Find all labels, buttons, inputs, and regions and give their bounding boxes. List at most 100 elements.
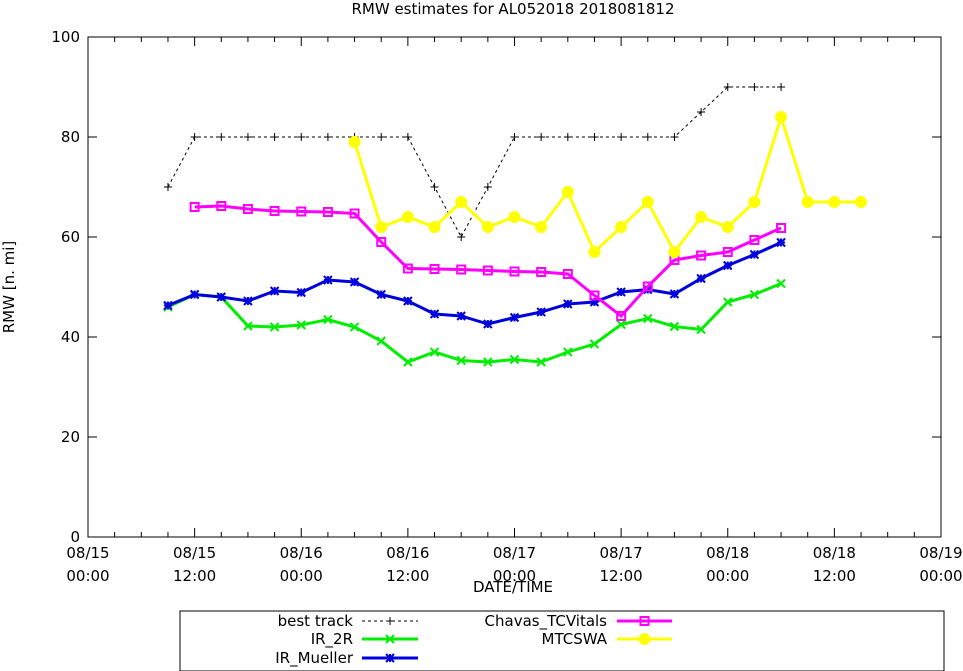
- data-point-ir-mueller: [589, 297, 600, 307]
- series-ir-2r: [163, 278, 786, 367]
- y-tick-label: 100: [51, 28, 80, 46]
- data-point-best-track: [297, 133, 306, 141]
- data-point-ir-2r: [323, 314, 333, 325]
- data-point-mtcswa: [748, 196, 761, 208]
- data-point-ir-mueller: [483, 319, 493, 329]
- legend-box: [179, 610, 945, 671]
- data-point-mtcswa: [401, 211, 414, 223]
- data-point-ir-mueller: [749, 249, 760, 260]
- legend-marker-ir-2r: [385, 634, 395, 644]
- x-tick-label: 08/16: [386, 544, 429, 562]
- y-axis-label: RMW [n. mi]: [0, 241, 18, 334]
- data-point-chavas-tcvitals: [482, 265, 493, 276]
- data-point-ir-2r: [616, 319, 626, 330]
- data-point-ir-2r: [403, 357, 413, 367]
- data-point-mtcswa: [535, 221, 548, 233]
- x-tick-label: 00:00: [493, 567, 536, 585]
- data-point-best-track: [270, 133, 279, 141]
- data-point-best-track: [537, 133, 546, 141]
- x-tick-label: 00:00: [919, 567, 962, 585]
- x-tick-label: 08/15: [173, 544, 216, 562]
- data-point-chavas-tcvitals: [296, 206, 307, 217]
- data-point-mtcswa: [428, 221, 441, 233]
- data-point-chavas-tcvitals: [189, 202, 200, 212]
- data-point-mtcswa: [855, 196, 868, 208]
- data-point-mtcswa: [348, 136, 361, 148]
- data-point-ir-2r: [669, 321, 680, 332]
- data-point-chavas-tcvitals: [349, 208, 360, 219]
- data-point-ir-2r: [536, 357, 546, 367]
- data-point-best-track: [670, 133, 679, 141]
- data-point-ir-mueller: [216, 292, 226, 302]
- data-point-ir-2r: [349, 322, 360, 332]
- data-point-chavas-tcvitals: [562, 269, 573, 279]
- series-layer: [163, 83, 868, 367]
- data-point-ir-mueller: [776, 237, 786, 248]
- data-point-ir-2r: [456, 355, 466, 366]
- data-point-ir-2r: [243, 321, 253, 331]
- data-point-ir-mueller: [723, 260, 733, 271]
- data-point-mtcswa: [615, 221, 628, 233]
- data-point-ir-2r: [429, 347, 440, 357]
- y-tick-label: 80: [61, 128, 80, 146]
- legend-label: IR_2R: [311, 630, 353, 649]
- data-point-mtcswa: [695, 211, 708, 223]
- x-tick-label: 08/15: [66, 544, 109, 562]
- series-line-best-track: [167, 86, 782, 239]
- data-point-best-track: [723, 83, 732, 91]
- data-point-best-track: [403, 133, 412, 141]
- data-point-best-track: [430, 183, 439, 191]
- data-point-chavas-tcvitals: [616, 311, 627, 321]
- data-point-mtcswa: [721, 221, 734, 233]
- data-point-ir-mueller: [243, 296, 253, 306]
- y-tick-label: 40: [61, 328, 80, 346]
- data-point-mtcswa: [481, 221, 494, 233]
- data-point-chavas-tcvitals: [509, 266, 520, 277]
- data-point-mtcswa: [828, 196, 841, 208]
- series-best-track: [163, 83, 786, 241]
- plot-frame: [87, 36, 942, 538]
- data-point-ir-2r: [296, 320, 306, 330]
- y-tick-label: 60: [61, 228, 80, 246]
- data-point-chavas-tcvitals: [536, 267, 547, 277]
- data-point-best-track: [750, 83, 759, 91]
- x-tick-label: 08/19: [919, 544, 962, 562]
- data-point-mtcswa: [641, 196, 654, 208]
- data-point-mtcswa: [775, 111, 788, 123]
- data-point-chavas-tcvitals: [242, 204, 253, 214]
- data-point-best-track: [697, 108, 706, 116]
- data-point-ir-mueller: [509, 312, 520, 323]
- data-point-ir-mueller: [616, 287, 626, 297]
- data-point-best-track: [243, 133, 252, 141]
- x-tick-label: 12:00: [386, 567, 429, 585]
- data-point-ir-mueller: [323, 275, 333, 285]
- legend-marker-best-track: [386, 617, 394, 625]
- series-line-ir-2r: [167, 282, 782, 364]
- y-tick-label: 20: [61, 428, 80, 446]
- data-point-chavas-tcvitals: [402, 263, 413, 274]
- x-tick-label: 12:00: [173, 567, 216, 585]
- data-point-ir-2r: [749, 289, 760, 300]
- legend-label: IR_Mueller: [275, 649, 354, 668]
- x-tick-label: 08/16: [280, 544, 323, 562]
- data-point-ir-2r: [643, 313, 653, 324]
- x-tick-label: 08/17: [493, 544, 536, 562]
- data-point-ir-mueller: [269, 286, 280, 296]
- x-tick-label: 12:00: [813, 567, 856, 585]
- data-point-ir-mueller: [163, 300, 173, 311]
- data-point-ir-mueller: [189, 289, 200, 300]
- data-point-chavas-tcvitals: [749, 235, 760, 245]
- data-point-chavas-tcvitals: [322, 207, 333, 217]
- data-point-ir-2r: [563, 347, 573, 357]
- data-point-best-track: [483, 183, 492, 191]
- data-point-chavas-tcvitals: [776, 223, 787, 233]
- data-point-ir-mueller: [563, 299, 573, 309]
- data-point-ir-mueller: [349, 277, 360, 287]
- data-point-ir-mueller: [456, 311, 466, 321]
- legend-label: Chavas_TCVitals: [485, 612, 608, 631]
- data-point-mtcswa: [455, 196, 468, 208]
- data-point-mtcswa: [508, 211, 521, 223]
- data-point-ir-2r: [696, 324, 706, 335]
- data-point-best-track: [457, 233, 466, 241]
